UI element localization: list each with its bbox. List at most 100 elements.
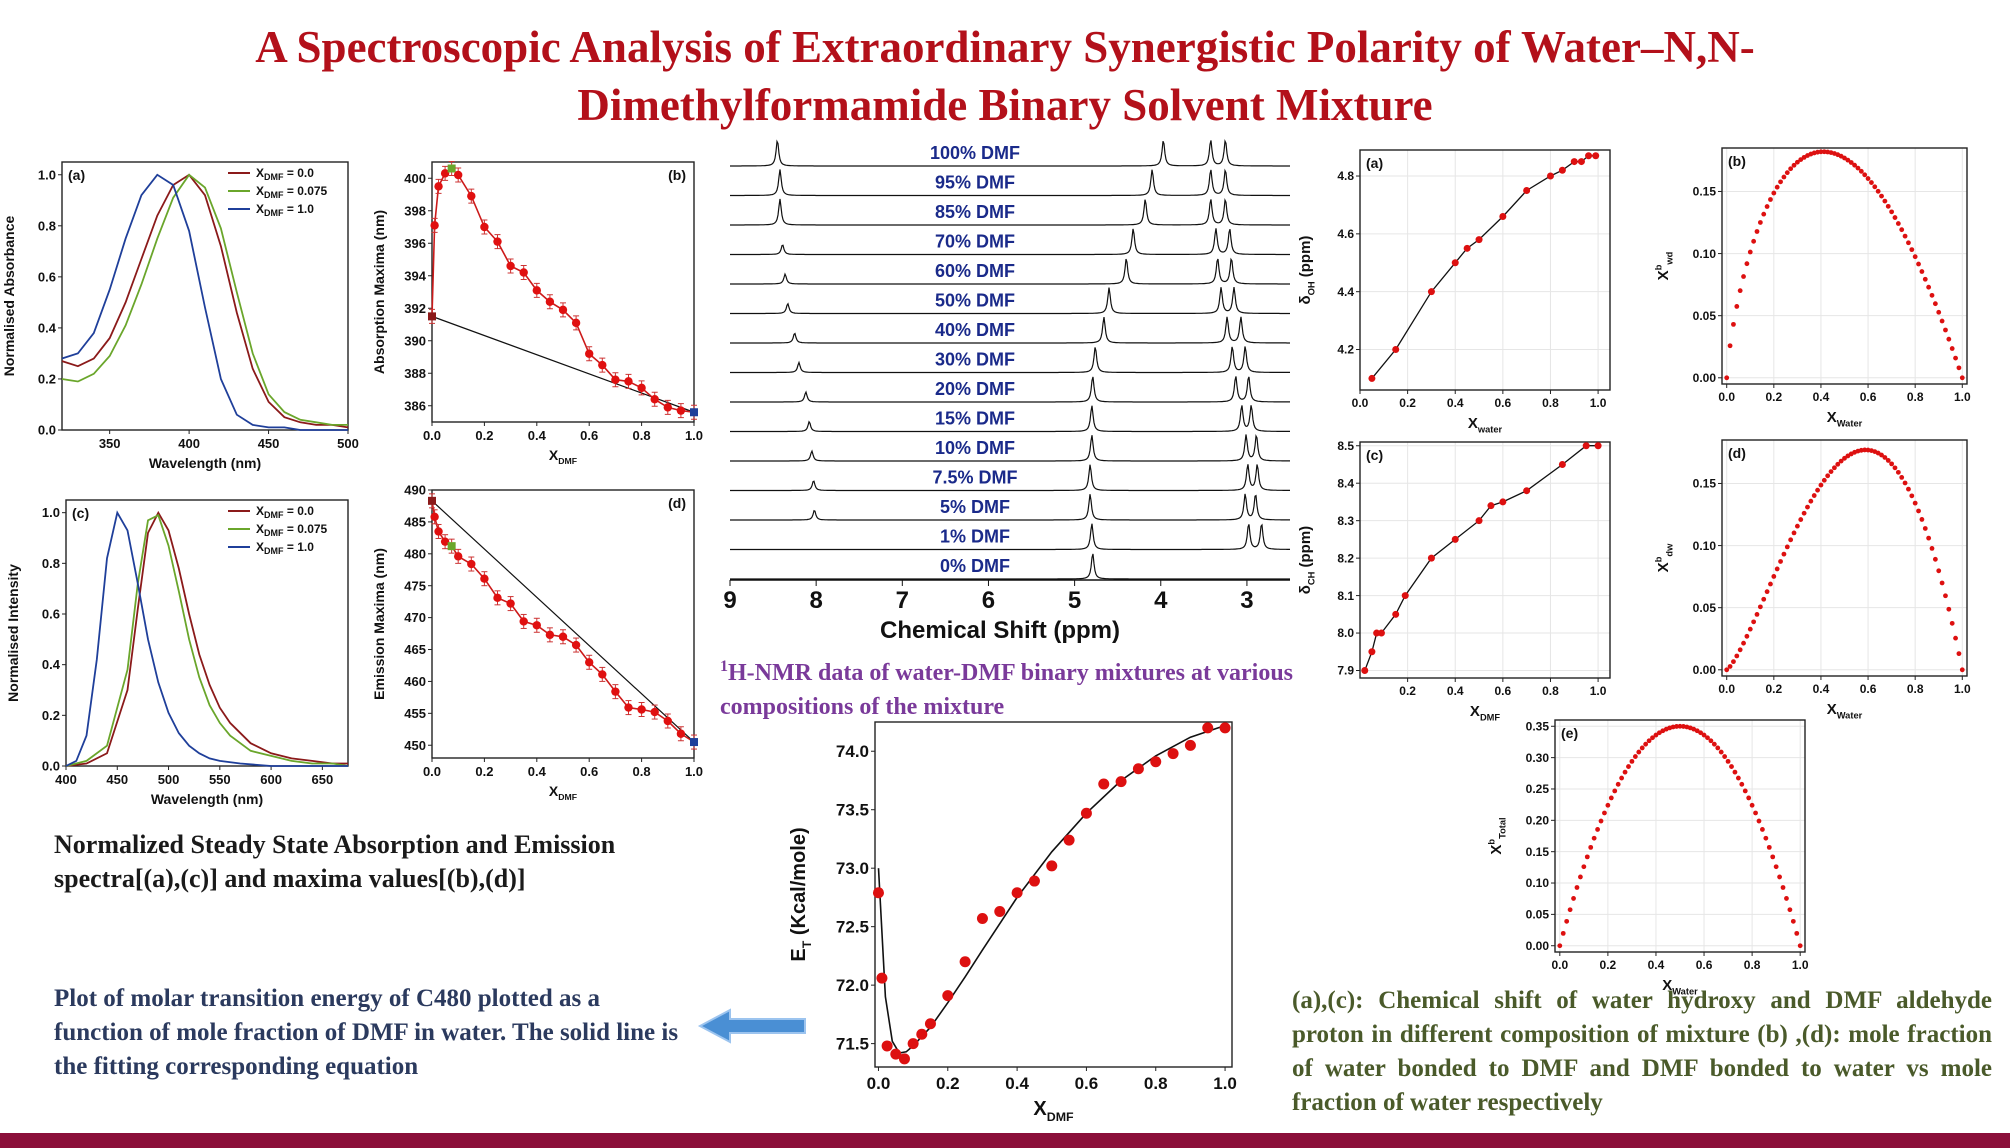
series-line	[431, 167, 695, 413]
data-point	[1708, 738, 1714, 744]
data-point	[1629, 758, 1635, 764]
data-point	[1932, 556, 1938, 562]
y-tick-label: 0.0	[42, 759, 60, 774]
nmr-trace-label: 15% DMF	[935, 409, 1015, 429]
data-point	[1791, 530, 1797, 536]
x-tick-label: 550	[209, 772, 231, 787]
data-point	[558, 632, 568, 641]
data-point	[1865, 176, 1871, 181]
legend-entry: XDMF = 0.075	[256, 522, 328, 538]
data-point	[1794, 930, 1800, 936]
data-point	[493, 593, 502, 603]
x-tick-label: 6	[982, 587, 995, 614]
data-point	[1835, 461, 1841, 467]
data-point	[1768, 581, 1773, 587]
data-point	[1939, 580, 1945, 586]
data-point	[1594, 442, 1602, 450]
y-axis-label: Xbwd	[1653, 251, 1674, 280]
y-tick-label: 0.4	[42, 657, 61, 672]
x-axis-label: XWater	[1827, 409, 1863, 429]
x-axis-label-main: X	[1827, 701, 1837, 718]
fit-curve	[1371, 155, 1596, 379]
data-point	[1838, 458, 1844, 464]
data-point	[1705, 735, 1710, 741]
data-point	[1731, 659, 1736, 665]
nmr-trace-label: 60% DMF	[935, 261, 1015, 281]
data-point	[1766, 844, 1772, 850]
data-point	[1912, 500, 1918, 506]
plot-frame	[1359, 149, 1611, 391]
y-tick-label: 0.8	[38, 218, 56, 233]
x-tick-label: 0.0	[423, 428, 441, 443]
nmr-trace	[730, 287, 1290, 315]
y-tick-label: 396	[404, 236, 426, 251]
legend-value: = 1.0	[284, 202, 315, 216]
data-point	[1643, 741, 1649, 747]
data-point	[1895, 221, 1901, 226]
data-point	[1701, 732, 1707, 738]
x-tick-label: 1.0	[1213, 1074, 1237, 1093]
data-point	[611, 375, 620, 384]
data-point	[1167, 748, 1179, 760]
y-axis-label-main: δ	[1297, 295, 1314, 304]
x-tick-label: 0.0	[423, 764, 441, 779]
data-point	[598, 670, 607, 679]
data-point	[1756, 818, 1762, 824]
data-point	[942, 990, 954, 1002]
y-tick-label: 0.6	[38, 269, 56, 284]
nmr-trace	[730, 433, 1290, 462]
x-tick-label: 400	[55, 772, 77, 787]
data-point	[1916, 261, 1921, 267]
legend-x: X	[256, 504, 264, 518]
nmr-trace-label: 50% DMF	[935, 291, 1015, 311]
data-point	[454, 170, 463, 180]
data-point	[1098, 778, 1110, 790]
nmr-trace	[730, 198, 1290, 226]
data-point	[467, 559, 476, 569]
data-point	[1902, 480, 1908, 486]
data-point	[1953, 355, 1958, 361]
nmr-trace-label: 30% DMF	[935, 350, 1015, 370]
y-axis-label-main: X	[1655, 270, 1672, 280]
x-tick-label: 0.0	[1352, 396, 1369, 410]
data-point	[1842, 455, 1847, 461]
data-point	[1368, 648, 1376, 656]
x-tick-label: 1.0	[1590, 396, 1607, 410]
nmr-trace	[730, 523, 1290, 551]
data-point	[1749, 802, 1755, 808]
data-point	[1744, 261, 1750, 267]
data-point	[1794, 159, 1800, 165]
data-point	[1899, 475, 1905, 480]
y-tick-label: 394	[404, 268, 426, 283]
data-point	[872, 887, 884, 899]
data-point	[676, 406, 686, 415]
y-tick-label: 8.4	[1337, 476, 1354, 490]
data-point	[480, 222, 489, 232]
data-point	[1392, 610, 1400, 618]
data-point	[1567, 907, 1573, 913]
x-tick-label: 450	[258, 436, 280, 451]
data-point	[898, 1053, 910, 1065]
plot-frame	[431, 489, 695, 759]
x-tick-label: 500	[337, 436, 359, 451]
y-tick-label: 392	[404, 301, 426, 316]
data-point	[1028, 875, 1040, 887]
data-point	[428, 312, 436, 321]
y-tick-label: 400	[404, 171, 426, 186]
data-point	[1725, 758, 1731, 764]
data-point	[454, 552, 463, 561]
data-point	[690, 738, 698, 747]
x-tick-label: 0.8	[633, 764, 651, 779]
data-point	[1734, 653, 1740, 659]
data-point	[1585, 152, 1593, 160]
x-tick-label: 0.4	[1005, 1074, 1029, 1093]
data-point	[1463, 244, 1471, 252]
y-tick-label: 0.15	[1526, 845, 1550, 859]
y-axis-label: Xbdw	[1653, 543, 1674, 572]
series-line	[61, 173, 348, 426]
data-point	[1912, 254, 1918, 260]
data-point	[1729, 764, 1734, 769]
nmr-trace-label: 40% DMF	[935, 320, 1015, 340]
x-axis-label: XWater	[1662, 977, 1698, 997]
